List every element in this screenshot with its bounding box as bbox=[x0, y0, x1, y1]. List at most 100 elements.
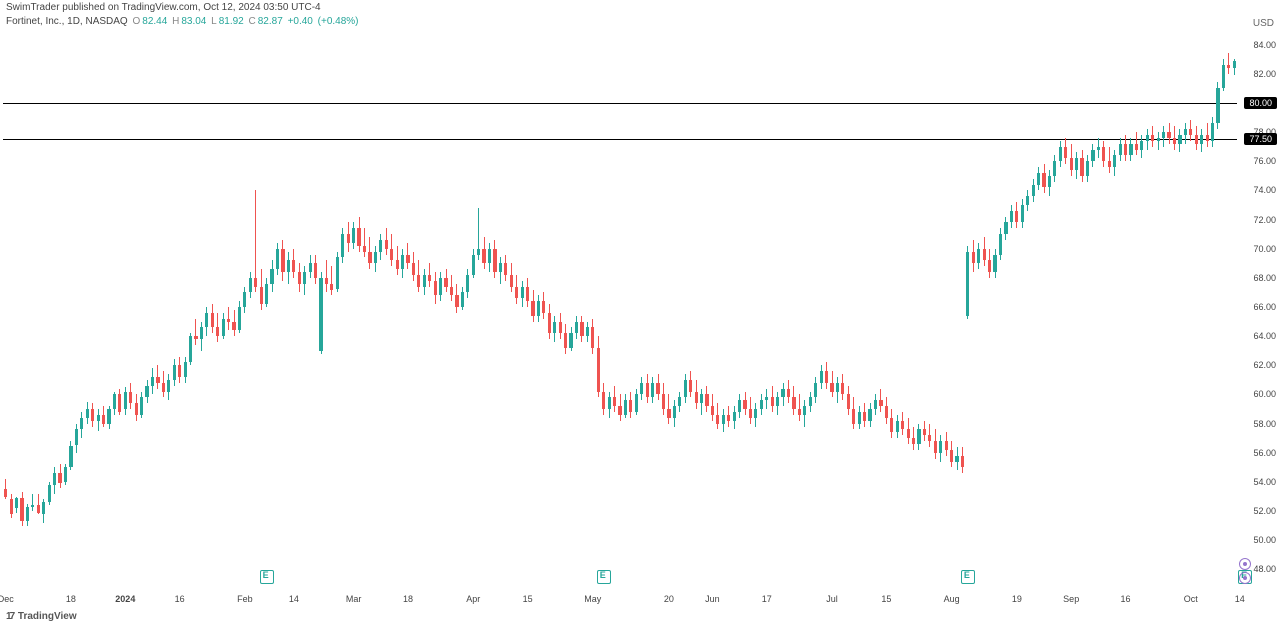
candle-body[interactable] bbox=[999, 234, 1002, 254]
candle-body[interactable] bbox=[292, 260, 295, 272]
candle-body[interactable] bbox=[1021, 205, 1024, 222]
candle-body[interactable] bbox=[1037, 173, 1040, 185]
candle-body[interactable] bbox=[1032, 185, 1035, 197]
candle-body[interactable] bbox=[1151, 135, 1154, 141]
candle-body[interactable] bbox=[1091, 150, 1094, 162]
candle-body[interactable] bbox=[439, 278, 442, 295]
candle-body[interactable] bbox=[781, 389, 784, 398]
candle-body[interactable] bbox=[841, 383, 844, 395]
candle-body[interactable] bbox=[129, 392, 132, 404]
candle-body[interactable] bbox=[629, 400, 632, 412]
candle-body[interactable] bbox=[107, 409, 110, 424]
candle-body[interactable] bbox=[1216, 88, 1219, 123]
candle-body[interactable] bbox=[868, 409, 871, 421]
candle-body[interactable] bbox=[559, 322, 562, 334]
candle-body[interactable] bbox=[548, 313, 551, 333]
earnings-marker[interactable] bbox=[961, 570, 975, 584]
candle-body[interactable] bbox=[102, 415, 105, 424]
candle-body[interactable] bbox=[222, 319, 225, 336]
candle-body[interactable] bbox=[151, 377, 154, 386]
candle-body[interactable] bbox=[896, 421, 899, 433]
candle-body[interactable] bbox=[1140, 141, 1143, 150]
candle-body[interactable] bbox=[26, 507, 29, 522]
candle-body[interactable] bbox=[417, 275, 420, 287]
price-line[interactable] bbox=[3, 139, 1237, 140]
candle-body[interactable] bbox=[472, 255, 475, 275]
candle-body[interactable] bbox=[1053, 161, 1056, 176]
candle-body[interactable] bbox=[695, 392, 698, 404]
candle-body[interactable] bbox=[1162, 132, 1165, 138]
candle-body[interactable] bbox=[42, 502, 45, 514]
candle-body[interactable] bbox=[722, 415, 725, 424]
candle-body[interactable] bbox=[260, 287, 263, 304]
candle-body[interactable] bbox=[656, 383, 659, 395]
candle-body[interactable] bbox=[1173, 138, 1176, 144]
candle-body[interactable] bbox=[1080, 158, 1083, 175]
candle-body[interactable] bbox=[798, 409, 801, 415]
candle-body[interactable] bbox=[287, 260, 290, 272]
candle-body[interactable] bbox=[515, 287, 518, 299]
candle-body[interactable] bbox=[1102, 147, 1105, 162]
candle-body[interactable] bbox=[162, 383, 165, 392]
candle-body[interactable] bbox=[510, 275, 513, 287]
candle-body[interactable] bbox=[945, 441, 948, 450]
candle-body[interactable] bbox=[303, 272, 306, 284]
candle-body[interactable] bbox=[1167, 132, 1170, 138]
candle-body[interactable] bbox=[564, 333, 567, 348]
earnings-marker[interactable] bbox=[597, 570, 611, 584]
candle-body[interactable] bbox=[640, 383, 643, 395]
candle-body[interactable] bbox=[1113, 155, 1116, 167]
candle-body[interactable] bbox=[265, 284, 268, 304]
candle-body[interactable] bbox=[700, 394, 703, 403]
candle-body[interactable] bbox=[912, 438, 915, 444]
candle-body[interactable] bbox=[749, 409, 752, 418]
candle-body[interactable] bbox=[1184, 129, 1187, 135]
candle-body[interactable] bbox=[1135, 144, 1138, 150]
candle-body[interactable] bbox=[1178, 135, 1181, 144]
candle-body[interactable] bbox=[298, 272, 301, 284]
candle-body[interactable] bbox=[716, 415, 719, 424]
candle-body[interactable] bbox=[412, 263, 415, 275]
candle-body[interactable] bbox=[531, 301, 534, 316]
candle-body[interactable] bbox=[64, 467, 67, 482]
candle-body[interactable] bbox=[80, 418, 83, 430]
candle-body[interactable] bbox=[917, 429, 920, 444]
candle-body[interactable] bbox=[950, 450, 953, 462]
candle-body[interactable] bbox=[521, 287, 524, 299]
candle-body[interactable] bbox=[58, 473, 61, 483]
candle-body[interactable] bbox=[401, 255, 404, 270]
candle-body[interactable] bbox=[184, 362, 187, 377]
candle-body[interactable] bbox=[907, 429, 910, 438]
event-marker[interactable] bbox=[1239, 572, 1251, 584]
candle-body[interactable] bbox=[646, 383, 649, 398]
candle-body[interactable] bbox=[776, 397, 779, 406]
candle-body[interactable] bbox=[178, 365, 181, 377]
candle-body[interactable] bbox=[276, 249, 279, 269]
candle-body[interactable] bbox=[765, 397, 768, 400]
candle-body[interactable] bbox=[249, 278, 252, 293]
candle-body[interactable] bbox=[319, 278, 322, 351]
candle-body[interactable] bbox=[205, 313, 208, 328]
candle-body[interactable] bbox=[1206, 135, 1209, 141]
candle-body[interactable] bbox=[504, 263, 507, 275]
candle-body[interactable] bbox=[461, 292, 464, 307]
candle-body[interactable] bbox=[923, 429, 926, 435]
candle-body[interactable] bbox=[444, 278, 447, 287]
candle-body[interactable] bbox=[423, 275, 426, 287]
candle-body[interactable] bbox=[711, 406, 714, 415]
candle-body[interactable] bbox=[586, 327, 589, 336]
chart-area[interactable]: 48.0050.0052.0054.0056.0058.0060.0062.00… bbox=[0, 0, 1280, 624]
candle-body[interactable] bbox=[232, 322, 235, 331]
candle-body[interactable] bbox=[1146, 135, 1149, 141]
candle-body[interactable] bbox=[455, 295, 458, 307]
candle-body[interactable] bbox=[406, 255, 409, 264]
candle-body[interactable] bbox=[357, 228, 360, 245]
candle-body[interactable] bbox=[537, 301, 540, 316]
candle-body[interactable] bbox=[31, 505, 34, 506]
candle-body[interactable] bbox=[542, 301, 545, 313]
candle-body[interactable] bbox=[1195, 135, 1198, 144]
price-line[interactable] bbox=[3, 103, 1237, 104]
event-marker[interactable] bbox=[1239, 558, 1251, 570]
candle-body[interactable] bbox=[113, 394, 116, 409]
candle-body[interactable] bbox=[270, 269, 273, 284]
